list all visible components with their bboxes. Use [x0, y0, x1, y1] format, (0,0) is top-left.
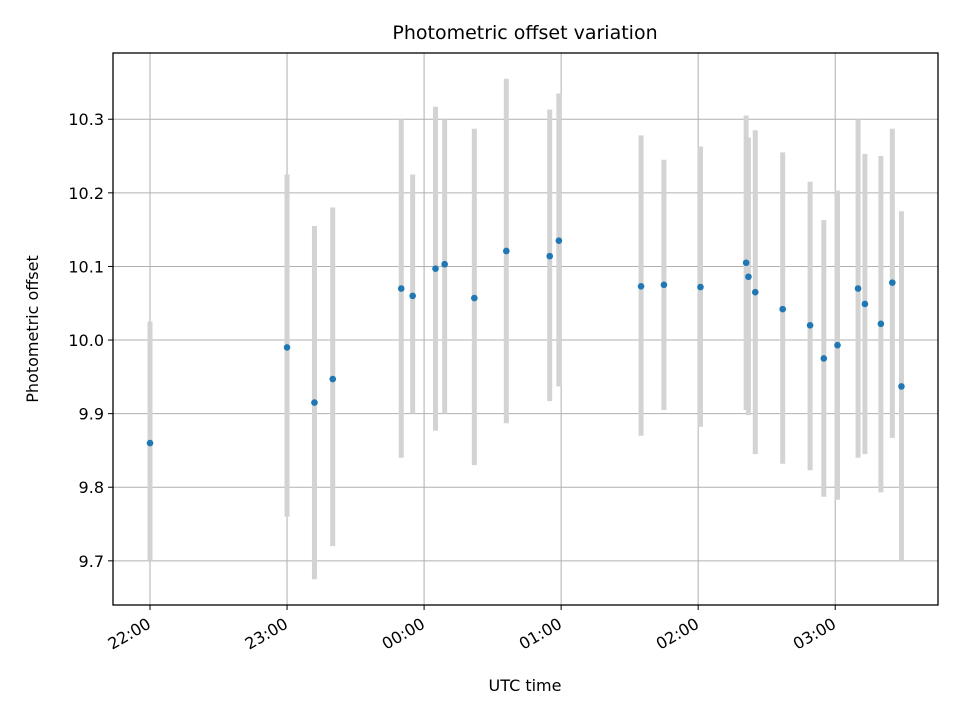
data-point — [637, 283, 645, 290]
data-point — [471, 294, 478, 302]
chart-title: Photometric offset variation — [392, 22, 657, 44]
data-point — [861, 300, 869, 308]
y-tick-label: 10.2 — [68, 184, 104, 203]
data-point — [820, 355, 828, 362]
x-tick-label: 22:00 — [105, 614, 154, 654]
data-point — [146, 439, 154, 447]
y-axis-ticks: 9.7 9.8 9.9 10.0 10.1 10.2 10.3 — [68, 110, 113, 571]
data-point — [742, 259, 750, 267]
data-point — [397, 285, 405, 292]
data-point — [877, 320, 885, 328]
data-point — [311, 399, 318, 406]
y-axis-label: Photometric offset — [23, 255, 42, 403]
data-point — [660, 281, 668, 289]
data-point — [779, 305, 786, 313]
y-tick-label: 9.7 — [79, 552, 104, 571]
data-point — [834, 341, 841, 349]
y-tick-label: 10.0 — [68, 331, 104, 350]
plot-frame — [112, 52, 939, 606]
data-point — [432, 265, 439, 272]
data-point — [898, 383, 905, 390]
data-point — [329, 375, 337, 383]
point-layer — [146, 237, 905, 447]
x-tick-label: 02:00 — [653, 614, 702, 654]
data-point — [806, 322, 814, 329]
y-tick-label: 10.1 — [68, 257, 104, 276]
y-tick-label: 9.9 — [79, 405, 104, 424]
data-point — [854, 285, 862, 292]
data-point — [283, 344, 291, 351]
data-point — [745, 273, 752, 281]
data-point — [697, 283, 704, 291]
x-tick-label: 23:00 — [242, 614, 291, 654]
data-point — [751, 288, 759, 296]
x-tick-label: 00:00 — [379, 614, 428, 654]
data-point — [441, 260, 448, 268]
errorbar-layer — [147, 78, 904, 580]
data-point — [889, 279, 896, 286]
grid-layer — [113, 53, 938, 605]
data-point — [555, 237, 563, 244]
y-tick-label: 9.8 — [79, 478, 104, 497]
x-tick-label: 01:00 — [516, 614, 565, 654]
data-point — [503, 247, 510, 255]
data-point — [546, 252, 554, 260]
x-tick-label: 03:00 — [790, 614, 839, 654]
y-tick-label: 10.3 — [68, 110, 104, 129]
x-axis-label: UTC time — [489, 676, 562, 695]
data-point — [409, 292, 416, 300]
x-axis-ticks: 22:00 23:00 00:00 01:00 02:00 03:00 — [105, 605, 839, 654]
